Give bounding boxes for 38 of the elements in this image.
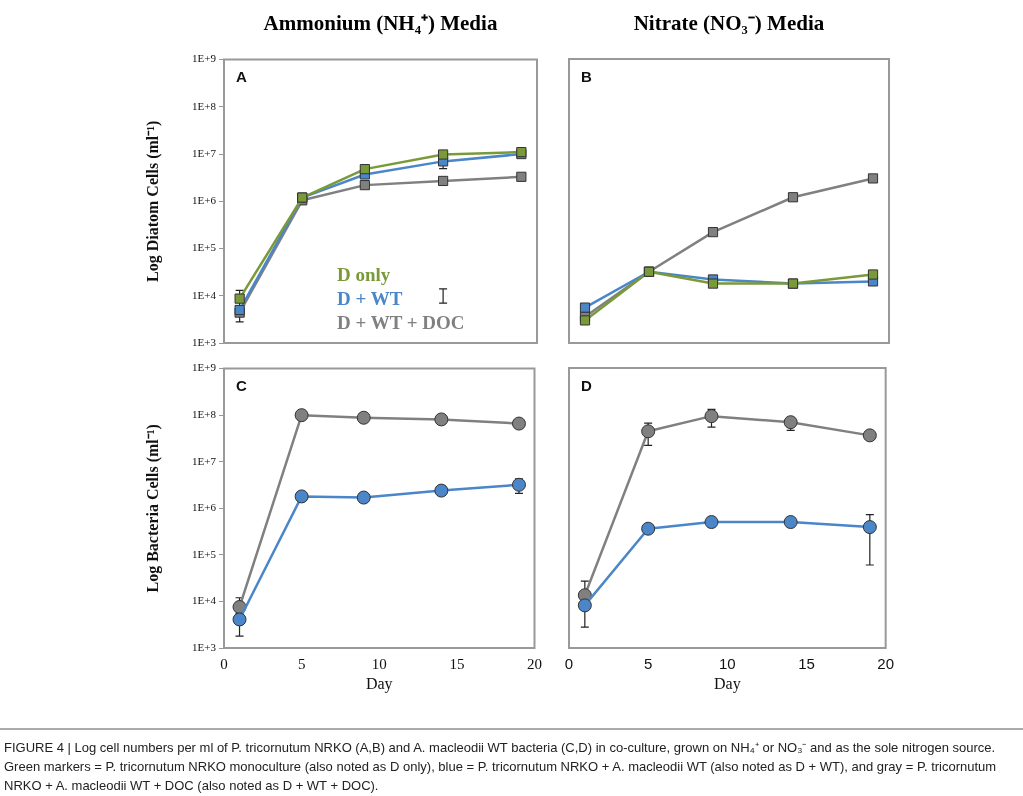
annotation: C — [236, 377, 247, 395]
x-axis-title: Day — [714, 674, 741, 693]
annotation: B — [581, 67, 592, 85]
annotation: A — [236, 68, 247, 86]
x-axis-title: Day — [365, 674, 393, 693]
y-tick-label: 1E+9 — [192, 52, 217, 65]
text: D only — [337, 264, 391, 285]
y-tick-label: 1E+4 — [192, 288, 217, 301]
y-tick-label: 1E+6 — [192, 501, 217, 514]
annotation: D — [581, 376, 592, 394]
text: D + WT + DOC — [337, 312, 465, 333]
x-tick-label: 15 — [449, 655, 465, 672]
y-tick-label: 1E+8 — [192, 408, 217, 421]
y-tick-label: 1E+6 — [192, 194, 217, 207]
x-tick-label: 5 — [643, 655, 653, 673]
y-tick-label: 1E+7 — [192, 146, 217, 159]
caption: FIGURE 4 | Log cell numbers per ml of P. tricornutum NRKO (A,B) and A. macleodii WT bacteria (C,D) in co-culture, grown on NH₄⁺ or NO₃⁻ and as the sole nitrogen source. Green markers = P. tricornutum NRKO monoculture (also noted as D only), blue = P. tricornutum NRKO + A. macleodii WT (also noted as D + WT), and gray = P. tricornutum NRKO + A. macleodii WT + DOC (also noted as D + WT + DOC). — [4, 739, 998, 795]
x-tick-label: 20 — [877, 655, 894, 673]
y-tick-label: 1E+5 — [192, 547, 217, 560]
y-tick-label: 1E+9 — [192, 361, 217, 374]
y-tick-label: 1E+4 — [192, 594, 217, 607]
y-tick-label: 1E+5 — [192, 241, 217, 254]
y-tick-label: 1E+8 — [192, 99, 217, 112]
chart-title: Ammonium (NH₄⁺) Media — [262, 10, 499, 36]
x-tick-label: 10 — [371, 655, 387, 672]
x-tick-label: 5 — [297, 655, 306, 672]
y-axis-title: Log Diatom Cells (ml⁻¹) — [143, 120, 162, 282]
y-tick-label: 1E+3 — [192, 640, 217, 653]
x-tick-label: 0 — [220, 655, 228, 672]
x-tick-label: 15 — [798, 655, 815, 673]
x-tick-label: 20 — [527, 655, 542, 672]
x-tick-label: 0 — [564, 655, 574, 673]
x-tick-label: 10 — [718, 655, 736, 673]
chart-title: Nitrate (NO₃⁻) Media — [632, 10, 826, 36]
y-tick-label: 1E+3 — [192, 335, 217, 348]
y-tick-label: 1E+7 — [192, 454, 217, 467]
y-axis-title: Log Bacteria Cells (ml⁻¹) — [143, 424, 162, 593]
text: D + WT — [337, 288, 403, 309]
